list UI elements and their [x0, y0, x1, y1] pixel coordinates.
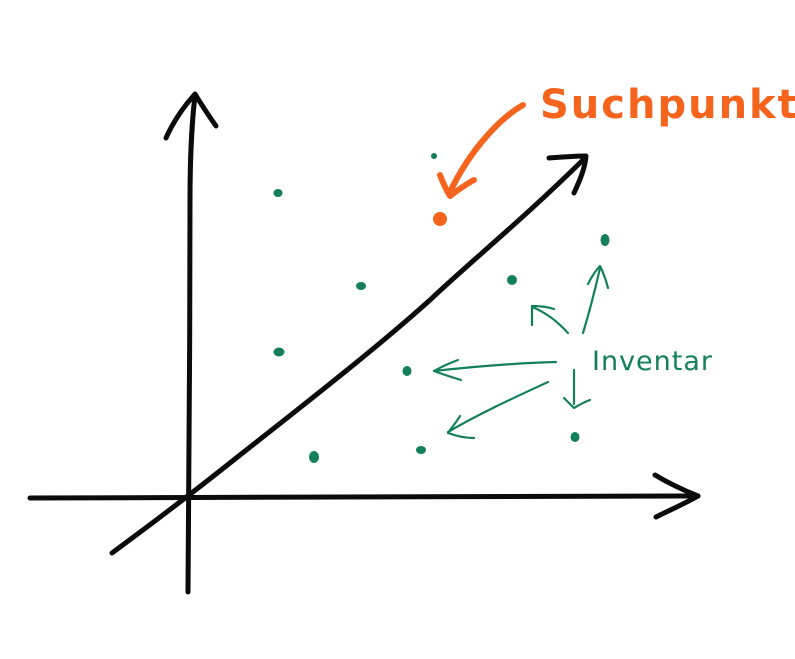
- inventory-point: [309, 451, 319, 463]
- axes: [27, 91, 701, 595]
- inventory-arrow-left-head: [432, 358, 463, 382]
- y-axis-arrowhead: [163, 91, 219, 141]
- inventory-point: [356, 282, 366, 290]
- inventory-points: [273, 153, 610, 463]
- inventory-label: Inventar: [592, 346, 713, 377]
- vector: [109, 153, 589, 556]
- inventory-annotation: Inventar: [432, 264, 713, 440]
- query-point: [433, 212, 447, 226]
- inventory-arrow-down-head: [562, 396, 592, 410]
- inventory-point: [507, 275, 517, 285]
- query-arrowhead: [437, 172, 477, 199]
- x-axis: [27, 493, 701, 501]
- inventory-arrow-up: [581, 266, 602, 335]
- inventory-arrow-up-head: [586, 264, 610, 290]
- inventory-point: [600, 234, 610, 246]
- inventory-arrow-upleft: [530, 305, 570, 335]
- inventory-point: [273, 189, 283, 197]
- inventory-point: [431, 153, 437, 159]
- query-label: Suchpunkt: [540, 82, 795, 128]
- inventory-arrow-left: [432, 360, 558, 373]
- inventory-point: [273, 347, 285, 357]
- vector-arrowhead: [546, 153, 589, 196]
- query-annotation: Suchpunkt: [437, 82, 795, 199]
- query-arrow: [447, 102, 526, 195]
- inventory-point: [416, 446, 426, 454]
- x-axis-arrowhead: [652, 472, 701, 520]
- inventory-arrow-downleft-head: [446, 414, 476, 440]
- inventory-arrow-downleft: [446, 380, 550, 434]
- vector-line: [109, 155, 588, 556]
- y-axis: [185, 93, 198, 595]
- inventory-point: [402, 366, 412, 376]
- inventory-arrow-upleft-head: [530, 304, 556, 327]
- inventory-point: [570, 432, 580, 442]
